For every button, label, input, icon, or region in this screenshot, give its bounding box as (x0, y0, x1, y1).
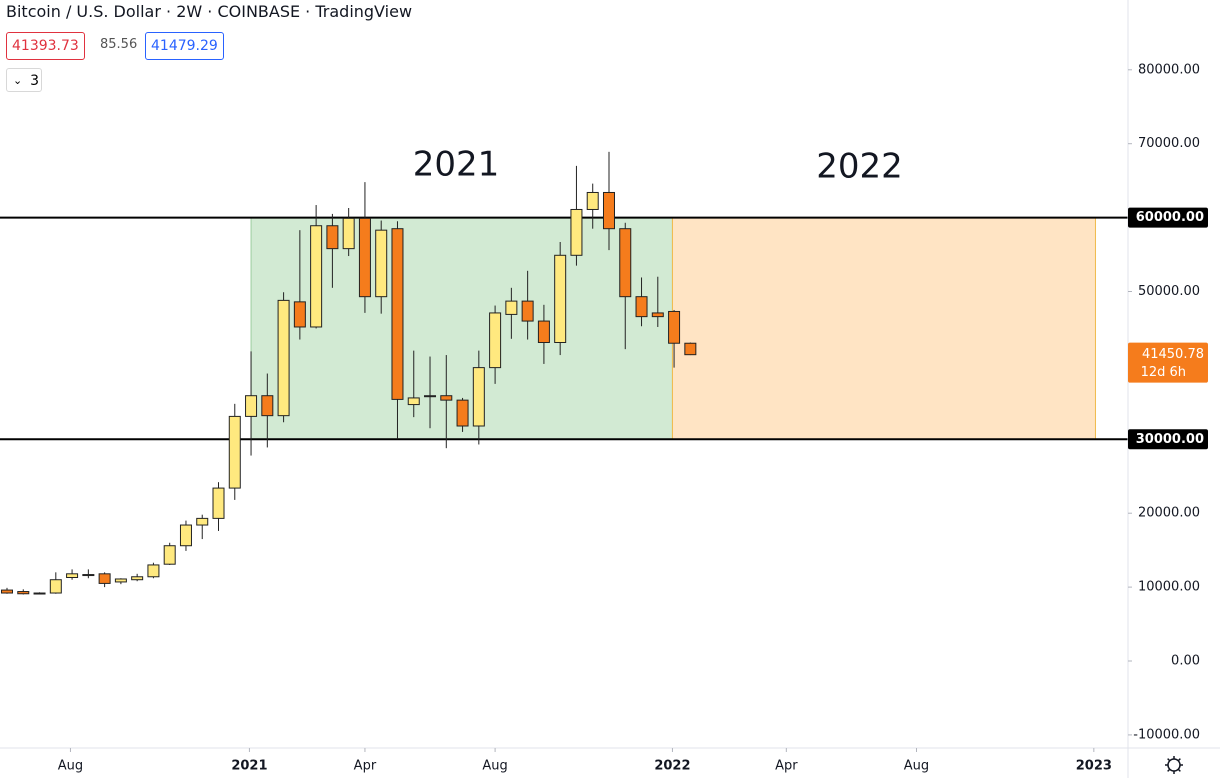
candle-body (358, 217, 371, 298)
candle-body (554, 254, 567, 343)
last-price-bg (1128, 342, 1208, 383)
level-label-bg (1128, 429, 1208, 450)
x-tick-label: Aug (904, 759, 929, 774)
candle-body (82, 574, 95, 577)
x-tick-label: 2022 (654, 759, 690, 774)
spread: 85.56 (100, 37, 138, 52)
candle-body (0, 589, 13, 594)
y-tick-label: 50000.00 (1138, 284, 1200, 299)
settings-icon-tooth (1177, 768, 1181, 772)
candle-body (651, 312, 664, 318)
x-tick-label: Apr (775, 759, 798, 774)
candle-body (521, 300, 534, 322)
settings-icon-tooth (1177, 758, 1181, 762)
x-tick-label: Aug (482, 759, 507, 774)
candle-body (131, 576, 144, 581)
candle-body (49, 579, 62, 594)
axis-bg (0, 748, 1220, 778)
candle-body (196, 517, 209, 526)
indicator-toggle[interactable]: ⌄ 3 (6, 68, 42, 92)
annotation: 2022 (816, 147, 903, 187)
y-tick-label: 80000.00 (1138, 62, 1200, 77)
candle-body (342, 217, 355, 250)
candle-body (228, 415, 241, 489)
candle-body (293, 301, 306, 328)
countdown: 12d 6h (1141, 365, 1186, 380)
level-label: 30000.00 (1136, 432, 1204, 447)
level-label-bg (1128, 207, 1208, 228)
candle-body (163, 545, 176, 565)
candle-body (179, 524, 192, 547)
chevron: ⌄ (13, 74, 23, 87)
candle-body (684, 342, 697, 356)
candle-body (310, 225, 323, 328)
settings-icon-tooth (1167, 768, 1171, 772)
symbol-title: Bitcoin / U.S. Dollar · 2W · COINBASE · … (6, 2, 413, 21)
candle-body (586, 191, 599, 210)
last-price: 41450.78 (1142, 347, 1204, 362)
candle-body (245, 395, 258, 417)
y-tick-label: 70000.00 (1138, 136, 1200, 151)
level-label: 60000.00 (1136, 210, 1204, 225)
y-tick-label: 90000.00 (1138, 0, 1200, 3)
candle-body (114, 578, 127, 583)
y-tick-label: 0.00 (1171, 654, 1200, 669)
x-tick-label: Apr (354, 759, 377, 774)
zone (671, 217, 1096, 440)
candle-body (407, 397, 420, 406)
candle-body (277, 299, 290, 417)
candle-body (17, 591, 30, 595)
candle-body (635, 296, 648, 318)
y-tick-label: 10000.00 (1138, 580, 1200, 595)
candle-body (261, 395, 274, 417)
ask-price[interactable]: 41479.29 (145, 32, 224, 60)
candle-body (537, 320, 550, 343)
candle-body (489, 312, 502, 369)
annotation: 2021 (413, 144, 500, 184)
candle-body (472, 367, 485, 427)
candle-body (424, 395, 437, 398)
x-tick-label: 2021 (231, 759, 267, 774)
candle-body (456, 399, 469, 427)
y-tick-label: 20000.00 (1138, 506, 1200, 521)
candle-body (33, 592, 46, 595)
x-tick-label: Aug (58, 759, 83, 774)
candle-body (375, 229, 388, 298)
candle-body (147, 564, 160, 578)
candle-body (505, 300, 518, 315)
candle-body (668, 310, 681, 344)
bid-price[interactable]: 41393.73 (6, 32, 85, 60)
candle-body (326, 225, 339, 250)
y-tick-label: -10000.00 (1133, 727, 1200, 742)
candle-body (212, 487, 225, 519)
candle-body (391, 228, 404, 400)
axis-bg (1128, 0, 1220, 778)
indicator-count: 3 (30, 73, 39, 89)
settings-icon-tooth (1167, 758, 1171, 762)
candle-body (66, 573, 79, 579)
candle-body (98, 573, 111, 584)
candle-body (440, 395, 453, 401)
x-tick-label: 2023 (1076, 759, 1112, 774)
candle-body (570, 208, 583, 256)
candle-body (602, 191, 615, 230)
candle-body (619, 228, 632, 298)
